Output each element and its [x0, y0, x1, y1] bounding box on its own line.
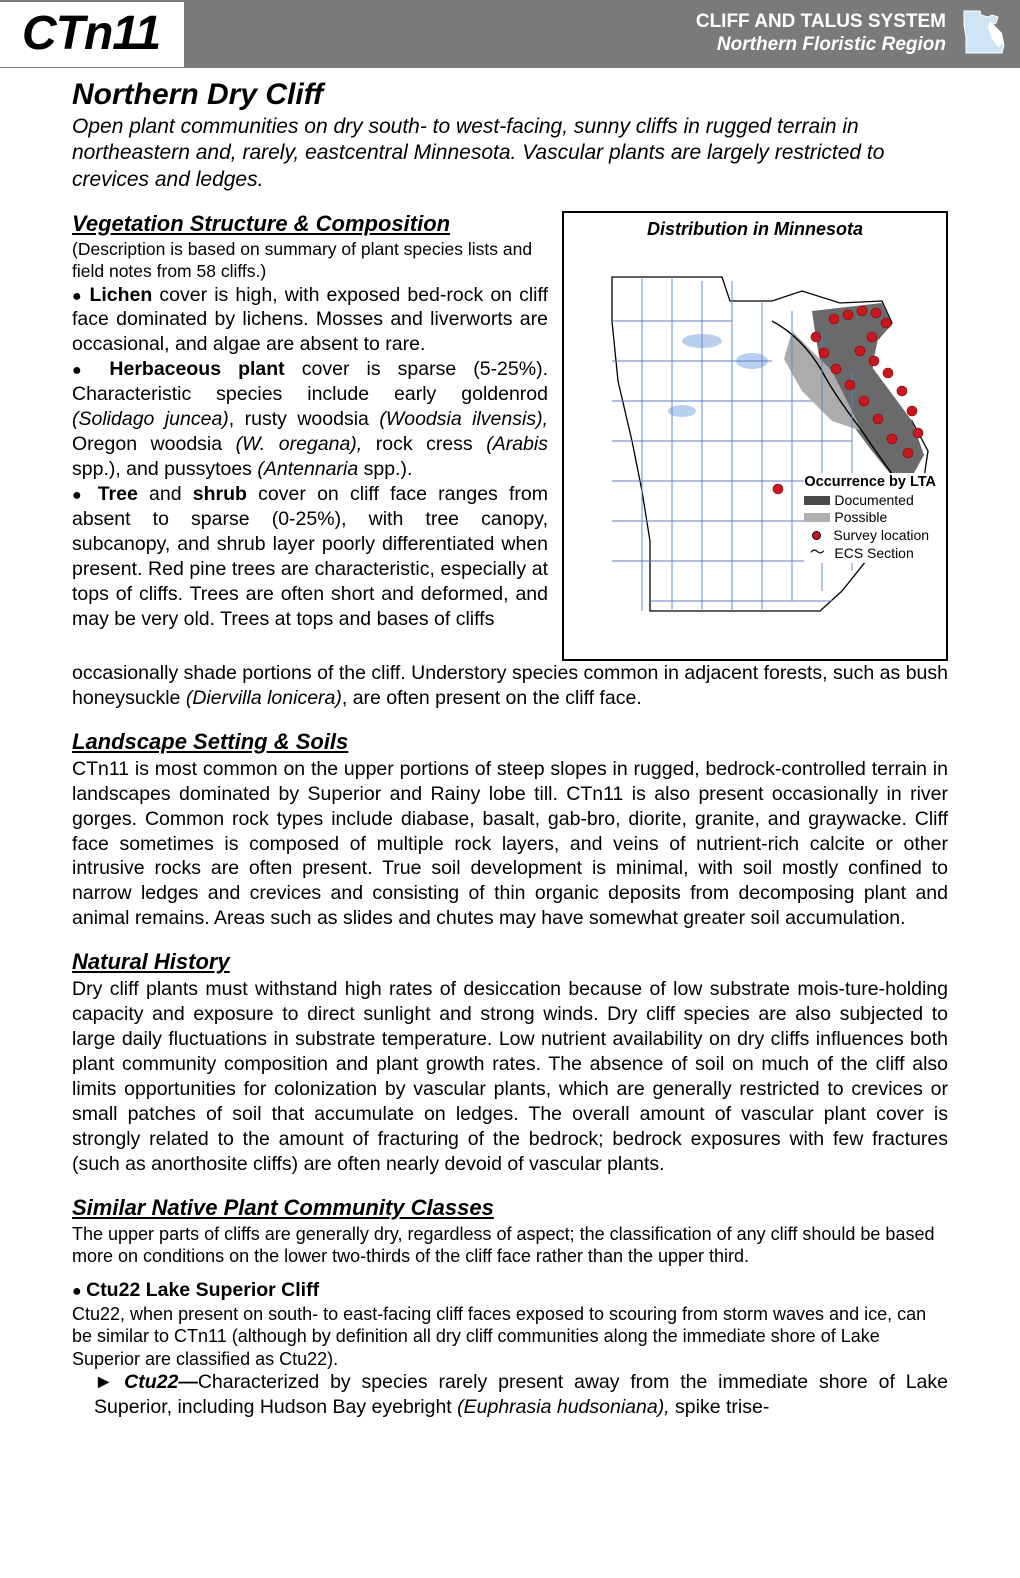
history-text: Dry cliff plants must withstand high rat…	[72, 977, 948, 1177]
mn-map-svg	[572, 241, 942, 651]
veg-and-map-row: Vegetation Structure & Composition (Desc…	[72, 211, 948, 661]
landscape-text: CTn11 is most common on the upper portio…	[72, 757, 948, 932]
legend-ecs: 〜ECS Section	[804, 544, 936, 563]
similar-section: Similar Native Plant Community Classes T…	[72, 1195, 948, 1420]
legend-documented: Documented	[804, 492, 936, 510]
similar-item-body: Ctu22, when present on south- to east-fa…	[72, 1303, 948, 1371]
distribution-map: Distribution in Minnesota	[562, 211, 948, 661]
map-legend: Occurrence by LTA Documented Possible Su…	[804, 473, 936, 562]
veg-column: Vegetation Structure & Composition (Desc…	[72, 211, 548, 661]
landscape-heading: Landscape Setting & Soils	[72, 729, 948, 755]
legend-title: Occurrence by LTA	[804, 473, 936, 491]
page-title: Northern Dry Cliff	[72, 78, 948, 112]
similar-item-arrow: ► Ctu22—Characterized by species rarely …	[72, 1370, 948, 1420]
veg-bullet-2: ● Herbaceous plant cover is sparse (5-25…	[72, 357, 548, 482]
history-section: Natural History Dry cliff plants must wi…	[72, 949, 948, 1177]
system-name: CLIFF AND TALUS SYSTEM	[204, 11, 946, 34]
veg-heading: Vegetation Structure & Composition	[72, 211, 548, 237]
veg-bullet-1: ● Lichen cover is high, with exposed bed…	[72, 283, 548, 358]
mn-state-icon	[958, 7, 1006, 61]
similar-item-head: ● Ctu22 Lake Superior Cliff	[72, 1278, 948, 1303]
history-heading: Natural History	[72, 949, 948, 975]
header-bar: CTn11 CLIFF AND TALUS SYSTEM Northern Fl…	[0, 0, 1020, 68]
map-title: Distribution in Minnesota	[564, 219, 946, 240]
header-text: CLIFF AND TALUS SYSTEM Northern Floristi…	[204, 11, 958, 57]
similar-intro: The upper parts of cliffs are generally …	[72, 1223, 948, 1268]
veg-bullet-3-continued: occasionally shade portions of the cliff…	[72, 661, 948, 711]
veg-bullet-3: ● Tree and shrub cover on cliff face ran…	[72, 482, 548, 632]
region-name: Northern Floristic Region	[204, 34, 946, 57]
class-code: CTn11	[0, 2, 184, 67]
landscape-section: Landscape Setting & Soils CTn11 is most …	[72, 729, 948, 932]
legend-survey: Survey location	[804, 527, 936, 545]
legend-possible: Possible	[804, 509, 936, 527]
intro-paragraph: Open plant communities on dry south- to …	[72, 114, 948, 193]
veg-note: (Description is based on summary of plan…	[72, 239, 548, 283]
similar-heading: Similar Native Plant Community Classes	[72, 1195, 948, 1221]
page-content: Northern Dry Cliff Open plant communitie…	[0, 68, 1020, 1440]
